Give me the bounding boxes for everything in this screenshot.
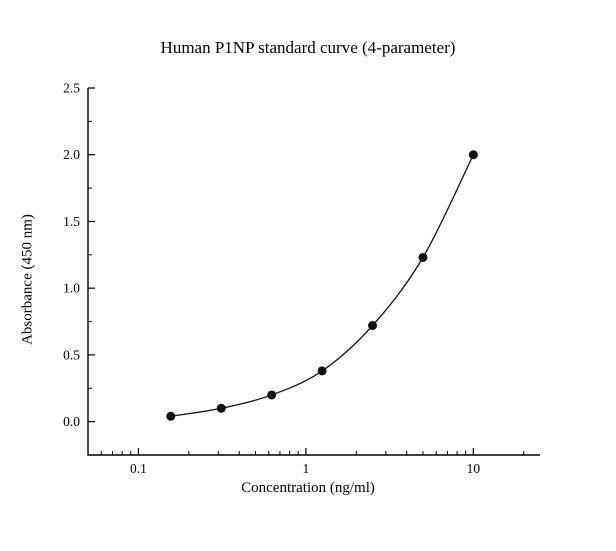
y-tick-label: 0.5 [63, 347, 80, 362]
x-tick-label: 10 [467, 461, 481, 476]
data-point [468, 150, 478, 160]
data-point [368, 321, 378, 331]
y-tick-label: 1.0 [63, 281, 80, 296]
y-tick-label: 2.5 [63, 81, 80, 96]
y-tick-label: 2.0 [63, 147, 80, 162]
x-axis-label: Concentration (ng/ml) [241, 480, 375, 496]
data-point [216, 403, 226, 413]
x-tick-label: 1 [303, 461, 310, 476]
data-point [418, 252, 428, 262]
y-tick-label: 0.0 [63, 414, 80, 429]
data-point [166, 411, 176, 421]
fit-curve [170, 154, 474, 417]
y-tick-label: 1.5 [63, 214, 80, 229]
chart-title: Human P1NP standard curve (4-parameter) [160, 38, 456, 57]
data-point [267, 390, 277, 400]
axes [87, 88, 540, 456]
data-point [317, 366, 327, 376]
x-tick-label: 0.1 [130, 461, 147, 476]
